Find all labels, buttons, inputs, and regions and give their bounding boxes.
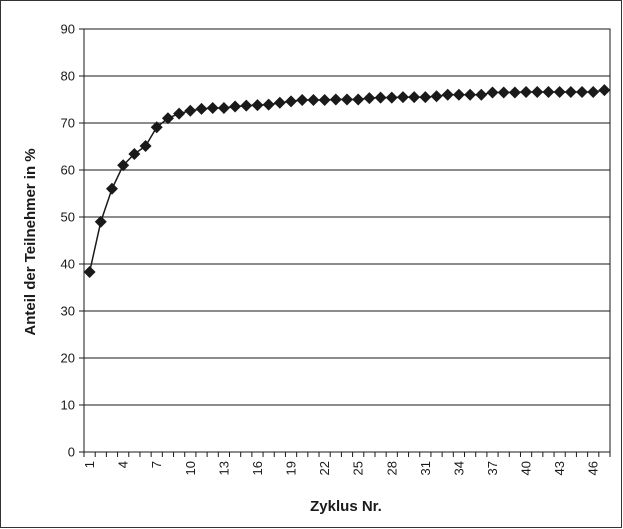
data-point — [587, 85, 600, 98]
data-point — [576, 85, 589, 98]
x-tick-label: 31 — [418, 461, 433, 475]
data-point — [598, 84, 611, 97]
x-tick-label: 13 — [216, 461, 231, 475]
y-tick-label: 0 — [68, 445, 75, 460]
data-point — [352, 93, 365, 106]
x-tick-label: 28 — [384, 461, 399, 475]
x-tick-label: 25 — [351, 461, 366, 475]
data-point — [229, 100, 242, 113]
data-point — [341, 93, 353, 106]
data-point — [105, 182, 118, 195]
y-tick-label: 90 — [61, 22, 75, 37]
data-point — [94, 215, 107, 228]
data-point — [564, 85, 577, 98]
data-point — [385, 91, 398, 104]
data-point — [553, 85, 566, 98]
y-tick-label: 30 — [61, 304, 75, 319]
x-axis-label: Zyklus Nr. — [310, 498, 382, 515]
data-point — [240, 99, 253, 112]
data-point — [374, 91, 387, 104]
data-point — [117, 159, 130, 172]
plot-area — [83, 28, 611, 453]
x-tick-label: 34 — [451, 461, 466, 475]
y-tick-label: 10 — [61, 398, 75, 413]
data-point — [139, 140, 152, 153]
data-point — [195, 102, 208, 115]
data-point — [83, 265, 96, 278]
y-tick-label: 40 — [61, 257, 75, 272]
y-tick-label: 70 — [61, 116, 75, 131]
data-point — [452, 88, 465, 101]
y-tick-label: 80 — [61, 69, 75, 84]
data-point — [520, 85, 533, 98]
data-point — [408, 91, 421, 104]
data-point — [396, 91, 409, 104]
data-point — [486, 86, 499, 99]
x-tick-label: 43 — [552, 461, 567, 475]
data-point — [217, 101, 230, 114]
data-point — [531, 85, 544, 98]
data-point — [262, 98, 275, 111]
data-point — [296, 93, 309, 106]
x-tick-label: 7 — [149, 461, 164, 468]
data-point — [273, 96, 286, 109]
data-point — [184, 104, 197, 117]
data-point — [150, 121, 163, 134]
x-tick-label: 19 — [284, 461, 299, 475]
x-tick-label: 37 — [485, 461, 500, 475]
data-point — [161, 112, 174, 125]
y-axis-label: Anteil der Teilnehmer in % — [22, 148, 39, 335]
data-point — [542, 85, 555, 98]
data-point — [173, 107, 186, 120]
x-tick-label: 40 — [519, 461, 534, 475]
data-point — [363, 92, 376, 105]
data-point — [464, 88, 477, 101]
data-point — [206, 101, 219, 114]
x-tick-label: 4 — [116, 461, 131, 468]
data-point — [508, 86, 521, 99]
y-tick-label: 50 — [61, 210, 75, 225]
x-tick-label: 10 — [183, 461, 198, 475]
y-tick-label: 20 — [61, 351, 75, 366]
data-point — [128, 148, 141, 161]
x-tick-label: 1 — [82, 461, 97, 468]
data-point — [497, 86, 510, 99]
data-point — [329, 93, 342, 106]
data-point — [318, 93, 331, 106]
data-point — [285, 95, 298, 108]
data-point — [419, 91, 432, 104]
x-tick-label: 16 — [250, 461, 265, 475]
data-point — [475, 88, 488, 101]
data-point — [251, 99, 264, 112]
data-point — [307, 93, 320, 106]
x-tick-label: 22 — [317, 461, 332, 475]
y-tick-label: 60 — [61, 163, 75, 178]
x-tick-label: 46 — [586, 461, 601, 475]
data-point — [430, 90, 443, 103]
data-point — [441, 88, 454, 101]
